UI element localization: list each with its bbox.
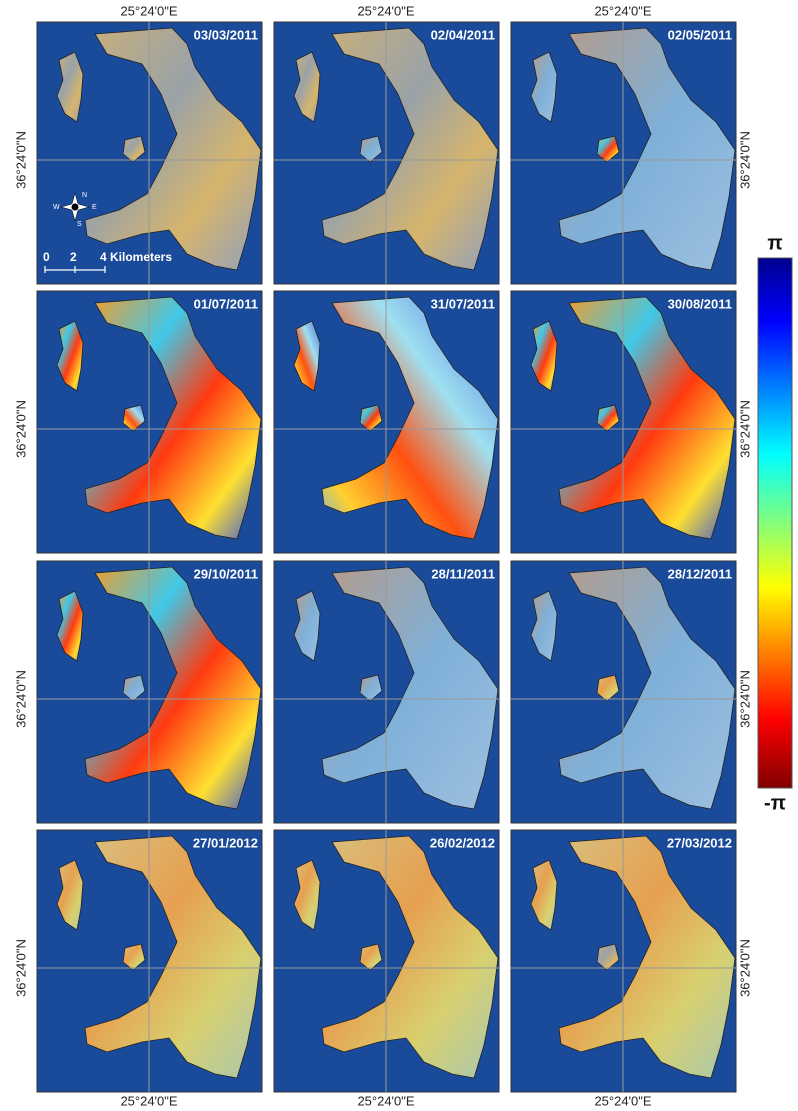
date-label: 28/11/2011 <box>431 566 495 581</box>
figure: 03/03/2011 N S W E 0 2 4 Kilometers 02/04/2011 02… <box>0 0 798 1111</box>
map-panel: 31/07/2011 <box>274 291 499 553</box>
latitude-label: 36°24'0"N <box>737 400 752 458</box>
colorbar <box>758 258 792 788</box>
map-panel: 28/12/2011 <box>511 561 736 823</box>
latitude-label: 36°24'0"N <box>737 670 752 728</box>
longitude-label: 25°24'0"E <box>594 3 651 18</box>
date-label: 01/07/2011 <box>194 296 258 311</box>
longitude-label: 25°24'0"E <box>120 3 177 18</box>
map-panel: 29/10/2011 <box>37 561 262 823</box>
latitude-label: 36°24'0"N <box>13 670 28 728</box>
longitude-label: 25°24'0"E <box>357 3 414 18</box>
compass-label: N <box>82 192 87 199</box>
date-label: 31/07/2011 <box>431 296 495 311</box>
latitude-label: 36°24'0"N <box>737 131 752 189</box>
map-panel: 27/01/2012 <box>37 830 262 1092</box>
date-label: 26/02/2012 <box>430 835 495 850</box>
latitude-label: 36°24'0"N <box>13 131 28 189</box>
colorbar-min: -π <box>764 792 786 814</box>
longitude-label: 25°24'0"E <box>594 1093 651 1108</box>
map-panel: 02/04/2011 <box>274 22 499 284</box>
compass-label: E <box>92 204 97 211</box>
date-label: 02/04/2011 <box>431 27 495 42</box>
map-panel: 26/02/2012 <box>274 830 499 1092</box>
longitude-label: 25°24'0"E <box>357 1093 414 1108</box>
longitude-label: 25°24'0"E <box>120 1093 177 1108</box>
date-label: 28/12/2011 <box>668 566 732 581</box>
map-panel: 30/08/2011 <box>511 291 736 553</box>
date-label: 03/03/2011 <box>194 27 258 42</box>
map-panel: 02/05/2011 <box>511 22 736 284</box>
date-label: 02/05/2011 <box>668 27 732 42</box>
latitude-label: 36°24'0"N <box>737 939 752 997</box>
compass-center <box>71 203 79 211</box>
date-label: 27/03/2012 <box>667 835 732 850</box>
scale-label: 4 Kilometers <box>100 250 172 264</box>
map-panel: 01/07/2011 <box>37 291 262 553</box>
map-panel: 28/11/2011 <box>274 561 499 823</box>
latitude-label: 36°24'0"N <box>13 400 28 458</box>
scale-label: 0 <box>43 250 50 264</box>
map-panel: 03/03/2011 N S W E 0 2 4 Kilometers <box>37 22 262 284</box>
date-label: 30/08/2011 <box>668 296 732 311</box>
colorbar-max: π <box>767 232 782 254</box>
scale-label: 2 <box>70 250 77 264</box>
compass-label: S <box>77 221 82 228</box>
latitude-label: 36°24'0"N <box>13 939 28 997</box>
compass-label: W <box>53 204 60 211</box>
date-label: 27/01/2012 <box>193 835 258 850</box>
map-panel: 27/03/2012 <box>511 830 736 1092</box>
date-label: 29/10/2011 <box>194 566 258 581</box>
